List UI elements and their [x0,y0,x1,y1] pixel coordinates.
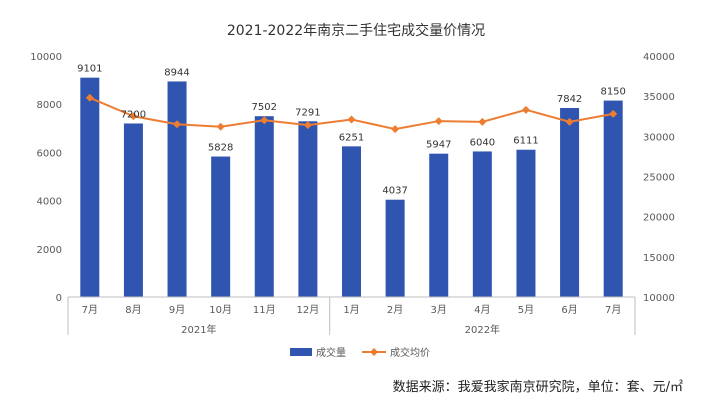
y-left-tick-label: 10000 [30,52,62,63]
bar-data-label: 8150 [600,87,625,98]
line-point [216,122,225,131]
bar-data-label: 9101 [77,64,102,75]
x-tick-label: 1月 [343,304,359,316]
bar [211,156,231,297]
bar-data-label: 7291 [295,107,320,118]
bar-data-label: 5828 [208,143,233,154]
bar [516,149,536,297]
line-point [303,121,312,130]
y-right-tick-label: 10000 [643,293,675,304]
legend-swatch-price-marker [370,348,378,356]
bar [560,108,580,297]
x-tick-label: 11月 [253,304,276,316]
x-tick-label: 10月 [209,304,232,316]
y-right-tick-label: 35000 [643,92,675,103]
bar-data-label: 7200 [121,109,146,120]
line-point [609,109,618,118]
bar-data-label: 5947 [426,140,451,151]
bar [80,77,100,298]
bar-data-label: 6111 [513,136,538,147]
y-right-tick-label: 15000 [643,253,675,264]
line-point [565,117,574,126]
y-right-tick-label: 25000 [643,173,675,184]
y-left-tick-label: 2000 [37,245,62,256]
bar [385,199,405,297]
legend-label-price: 成交均价 [390,346,430,359]
year-group-label: 2021年 [181,323,216,336]
bar [167,81,187,297]
bar [123,123,143,297]
line-point [391,125,400,134]
bar-data-label: 4037 [382,186,407,197]
x-tick-label: 4月 [474,304,490,316]
x-tick-label: 9月 [169,304,185,316]
line-point [85,93,94,102]
x-tick-label: 7月 [82,304,98,316]
x-tick-label: 8月 [125,304,141,316]
line-point [129,112,138,121]
year-group-label: 2022年 [465,323,500,336]
source-note: 数据来源：我爱我家南京研究院，单位：套、元/㎡ [392,380,683,395]
legend-label-volume: 成交量 [316,346,346,359]
legend-swatch-volume [290,348,312,356]
x-tick-label: 5月 [518,304,534,316]
x-tick-label: 6月 [561,304,577,316]
y-right-tick-label: 40000 [643,52,675,63]
bar [254,116,274,297]
bar-data-label: 6251 [339,132,364,143]
line-point [260,116,269,125]
line-point [521,105,530,114]
chart-title: 2021-2022年南京二手住宅成交量价情况 [227,22,485,39]
bar [342,146,361,297]
x-tick-label: 3月 [431,304,447,316]
line-point [478,117,487,126]
bar [429,153,449,297]
line-point [434,117,443,126]
bar [298,121,318,298]
y-left-tick-label: 0 [56,293,62,304]
line-point [173,120,182,129]
y-left-tick-label: 8000 [37,100,62,111]
y-right-tick-label: 30000 [643,132,675,143]
bar [472,151,492,297]
y-right-tick-label: 20000 [643,213,675,224]
x-tick-label: 12月 [297,304,320,316]
bar [603,100,623,298]
x-tick-label: 2月 [387,304,403,316]
bar-data-label: 8944 [164,67,189,78]
bar-data-label: 7502 [252,102,277,113]
bar-data-label: 6040 [470,137,495,148]
y-left-tick-label: 6000 [37,148,62,159]
line-point [347,115,356,124]
y-left-tick-label: 4000 [37,197,62,208]
bar-data-label: 7842 [557,94,582,105]
x-tick-label: 7月 [605,304,621,316]
